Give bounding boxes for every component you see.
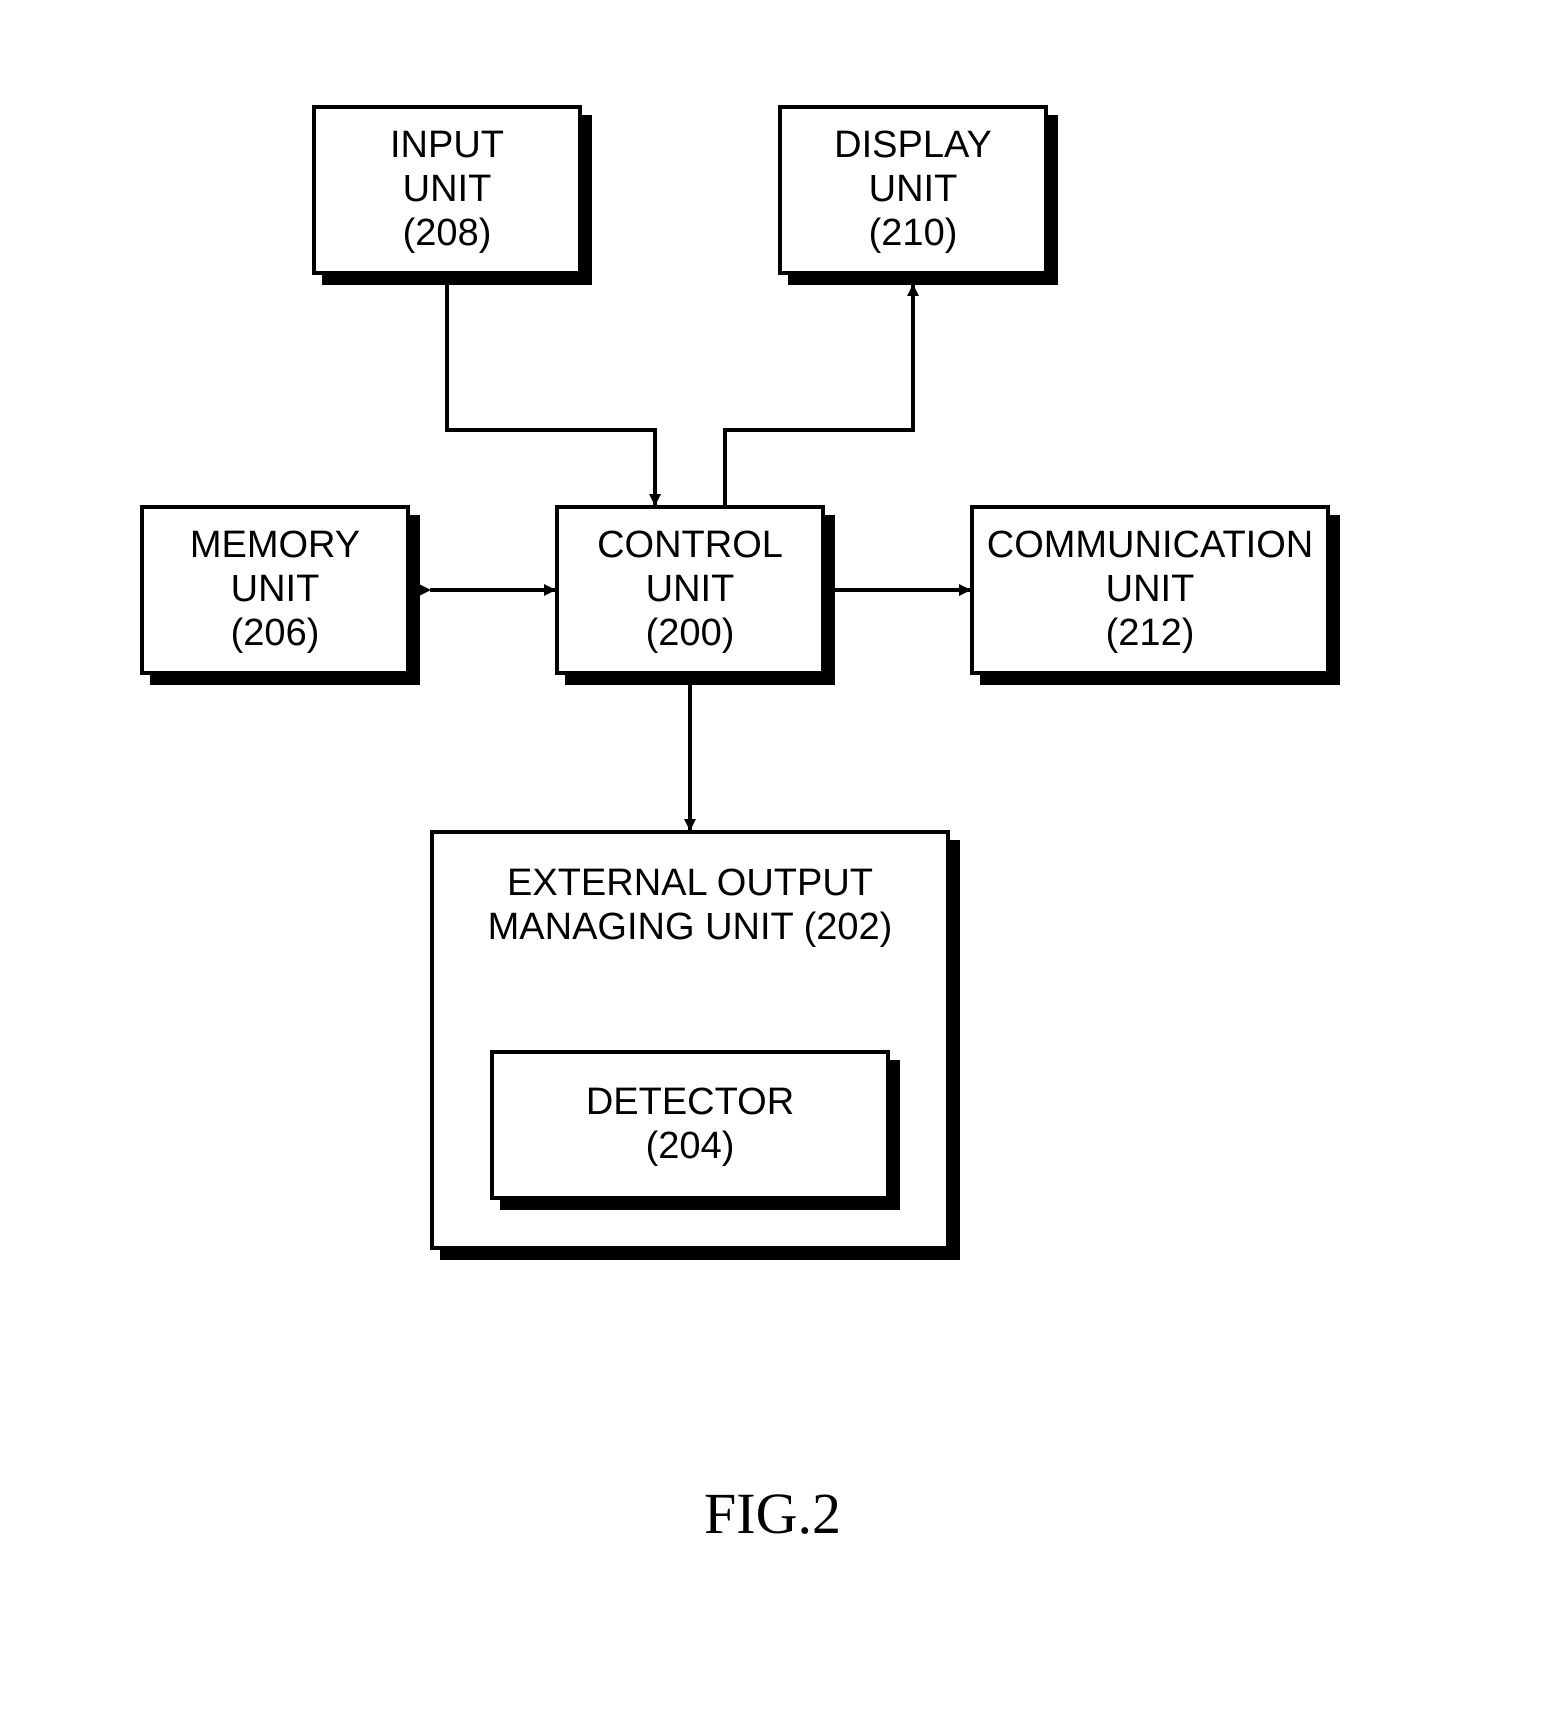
node-label: UNIT	[403, 168, 492, 212]
node-label: UNIT	[646, 568, 735, 612]
node-label: DISPLAY	[834, 124, 992, 168]
node-label: CONTROL	[597, 524, 783, 568]
node-ref: (206)	[231, 612, 320, 656]
node-detector: DETECTOR (204)	[490, 1050, 890, 1200]
node-communication-unit: COMMUNICATION UNIT (212)	[970, 505, 1330, 675]
node-display-unit: DISPLAY UNIT (210)	[778, 105, 1048, 275]
node-label: COMMUNICATION	[987, 524, 1314, 568]
node-label: UNIT	[1106, 568, 1195, 612]
node-label: EXTERNAL OUTPUT	[507, 862, 873, 906]
node-label: UNIT	[231, 568, 320, 612]
node-label: MANAGING UNIT (202)	[488, 906, 893, 950]
node-ref: (204)	[646, 1125, 735, 1169]
node-ref: (208)	[403, 212, 492, 256]
node-label: DETECTOR	[586, 1081, 794, 1125]
figure-caption-text: FIG.2	[704, 1481, 841, 1546]
edge-control-to-display	[725, 285, 913, 505]
edge-input-to-control	[447, 285, 655, 505]
node-memory-unit: MEMORY UNIT (206)	[140, 505, 410, 675]
node-label: UNIT	[869, 168, 958, 212]
node-ref: (212)	[1106, 612, 1195, 656]
node-input-unit: INPUT UNIT (208)	[312, 105, 582, 275]
node-label: MEMORY	[190, 524, 360, 568]
diagram-canvas: INPUT UNIT (208) DISPLAY UNIT (210) MEMO…	[0, 0, 1545, 1730]
figure-caption: FIG.2	[0, 1480, 1545, 1547]
node-label: INPUT	[390, 124, 504, 168]
node-ref: (210)	[869, 212, 958, 256]
node-ref: (200)	[646, 612, 735, 656]
node-control-unit: CONTROL UNIT (200)	[555, 505, 825, 675]
